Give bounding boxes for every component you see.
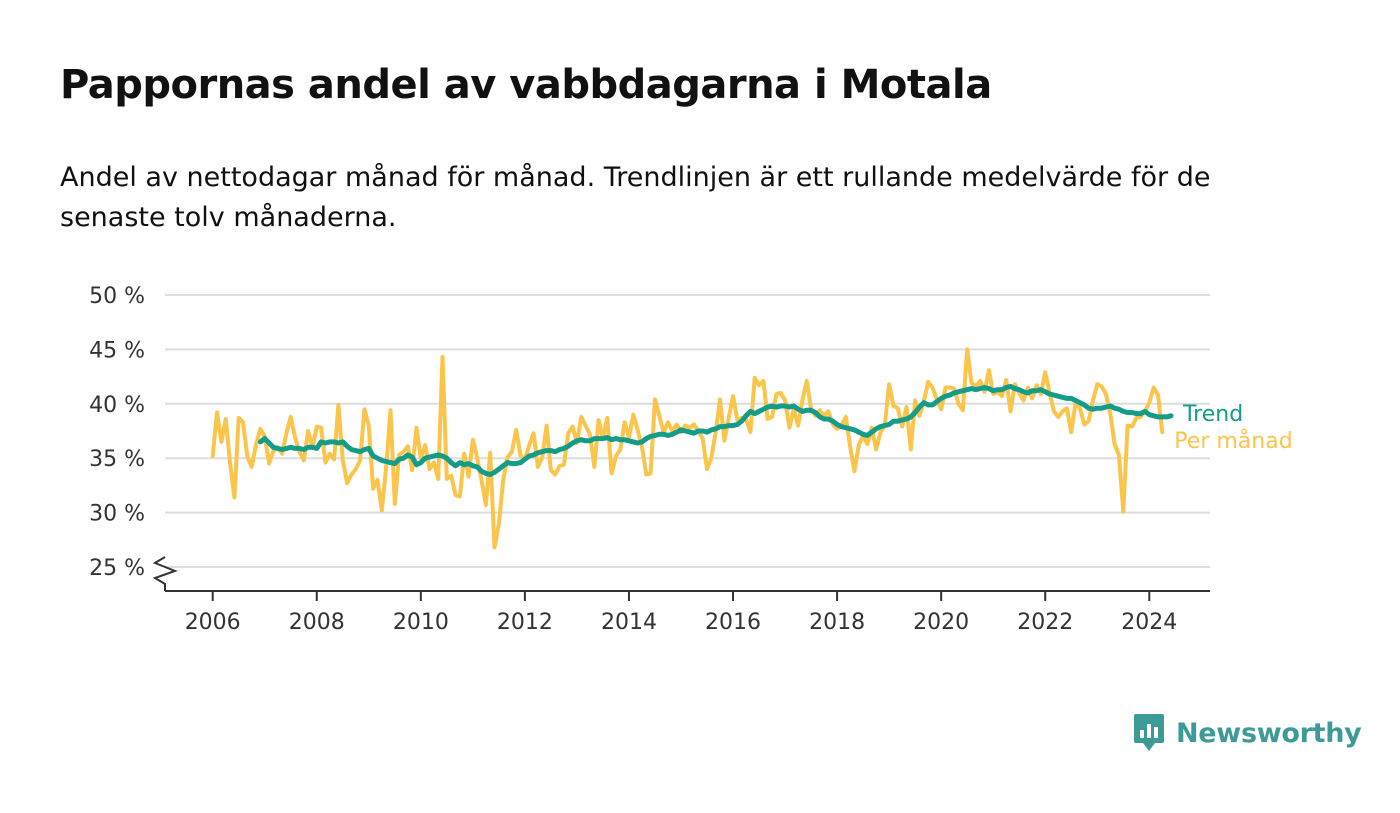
x-tick-label: 2024 [1121,610,1177,635]
newsworthy-chart-icon [1134,714,1164,751]
y-axis-break [152,556,178,591]
x-tick-label: 2010 [393,610,449,635]
x-tick-label: 2022 [1017,610,1073,635]
y-tick-label: 40 % [89,393,145,418]
x-tick-label: 2008 [289,610,345,635]
series-lines [210,347,1174,550]
chart-subtitle: Andel av nettodagar månad för månad. Tre… [60,162,1211,233]
x-tick-label: 2018 [809,610,865,635]
x-tick-label: 2014 [601,610,657,635]
series-line-trend [257,383,1174,477]
y-tick-label: 50 % [89,284,145,309]
axes: 25 % 30 % 35 % 40 % 45 % 50 % 2006 2008 2010 2012… [89,284,1210,635]
chart-title: Pappornas andel av vabbdagarna i Motala [60,62,992,108]
y-tick-label: 25 % [89,556,145,581]
y-tick-label: 30 % [89,502,145,527]
brand-name: Newsworthy [1176,717,1362,749]
x-tick-label: 2006 [185,610,241,635]
x-tick-label: 2020 [913,610,969,635]
grid-lines [165,294,1210,568]
x-tick-label: 2016 [705,610,761,635]
series-label-monthly: Per månad [1174,428,1292,454]
y-tick-label: 35 % [89,447,145,472]
newsworthy-logo: Newsworthy [1132,712,1362,754]
y-tick-label: 45 % [89,338,145,363]
series-label-trend: Trend [1182,402,1243,427]
x-tick-label: 2012 [497,610,553,635]
